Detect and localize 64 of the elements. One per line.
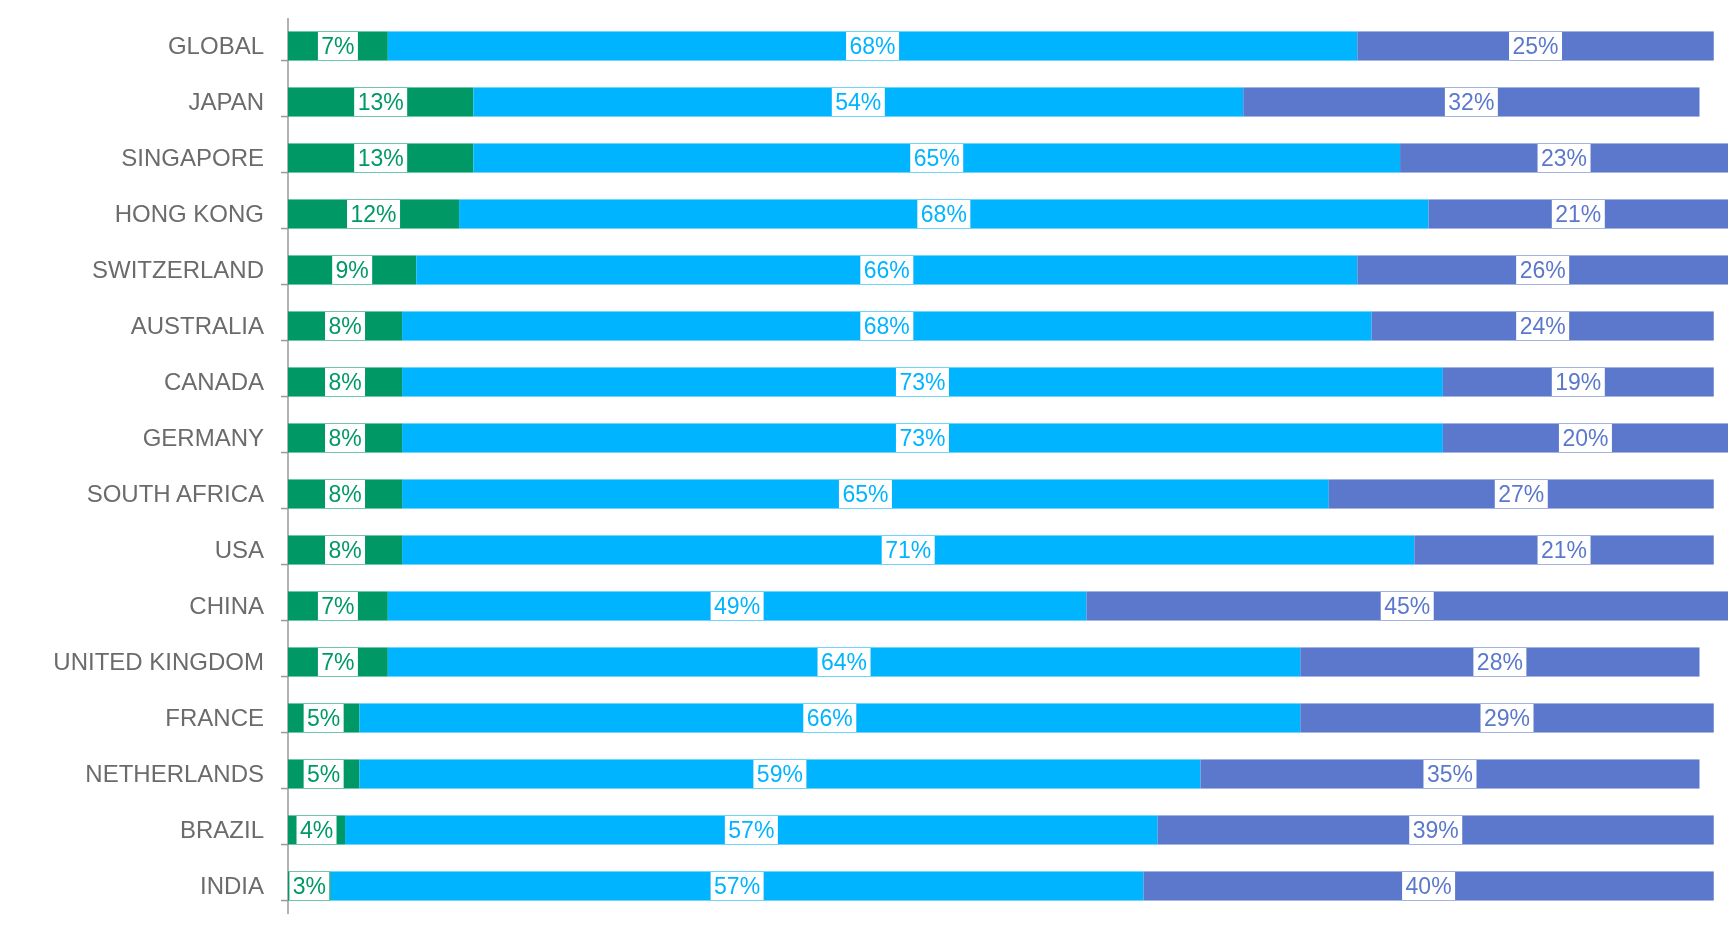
y-tick-label: BRAZIL xyxy=(179,816,264,844)
y-tick-label: INDIA xyxy=(199,872,264,900)
y-tick-label: JAPAN xyxy=(188,88,264,116)
data-label: 68% xyxy=(863,313,910,340)
data-label: 71% xyxy=(885,537,932,564)
y-tick-label: CANADA xyxy=(163,368,264,396)
data-label: 66% xyxy=(863,257,910,284)
data-label: 59% xyxy=(756,761,803,788)
data-label: 57% xyxy=(714,873,761,900)
data-label: 32% xyxy=(1448,89,1495,116)
data-label: 3% xyxy=(292,873,327,900)
data-label: 73% xyxy=(899,369,946,396)
y-tick-label: FRANCE xyxy=(165,704,264,732)
data-label: 23% xyxy=(1541,145,1588,172)
data-label: 66% xyxy=(806,705,853,732)
data-label: 65% xyxy=(842,481,889,508)
data-label: 9% xyxy=(335,257,369,284)
data-label: 4% xyxy=(299,817,334,844)
y-tick-label: GERMANY xyxy=(142,424,264,452)
data-label: 7% xyxy=(321,593,355,620)
data-label: 8% xyxy=(328,425,362,452)
data-label: 27% xyxy=(1498,481,1545,508)
y-tick-label: UNITED KINGDOM xyxy=(53,648,264,676)
data-label: 45% xyxy=(1384,593,1431,620)
data-label: 25% xyxy=(1512,33,1559,60)
data-label: 29% xyxy=(1483,705,1531,732)
y-tick-label: USA xyxy=(214,536,264,564)
data-label: 5% xyxy=(307,705,341,732)
data-label: 26% xyxy=(1519,257,1566,284)
data-label: 35% xyxy=(1426,761,1473,788)
y-tick-label: CHINA xyxy=(189,592,264,620)
data-label: 20% xyxy=(1562,425,1609,452)
data-label: 5% xyxy=(307,761,341,788)
y-tick-label: GLOBAL xyxy=(167,32,264,60)
data-label: 8% xyxy=(328,369,362,396)
data-label: 8% xyxy=(328,313,362,340)
y-tick-label: NETHERLANDS xyxy=(85,760,264,788)
data-label: 64% xyxy=(821,649,868,676)
data-label: 24% xyxy=(1519,313,1566,340)
data-label: 8% xyxy=(328,481,362,508)
data-label: 40% xyxy=(1405,873,1452,900)
data-label: 12% xyxy=(350,201,397,228)
data-label: 68% xyxy=(849,33,896,60)
data-label: 21% xyxy=(1555,201,1602,228)
y-tick-label: SWITZERLAND xyxy=(91,256,264,284)
data-label: 21% xyxy=(1541,537,1588,564)
data-label: 8% xyxy=(328,537,362,564)
y-tick-label: AUSTRALIA xyxy=(130,312,264,340)
data-label: 65% xyxy=(913,145,960,172)
data-label: 54% xyxy=(835,89,882,116)
data-label: 13% xyxy=(357,89,404,116)
data-label: 7% xyxy=(321,649,355,676)
y-tick-label: SOUTH AFRICA xyxy=(86,480,264,508)
data-label: 73% xyxy=(899,425,946,452)
y-tick-label: HONG KONG xyxy=(114,200,264,228)
data-label: 19% xyxy=(1555,369,1602,396)
data-label: 68% xyxy=(920,201,967,228)
data-label: 28% xyxy=(1476,649,1523,676)
data-label: 49% xyxy=(714,593,761,620)
data-label: 57% xyxy=(728,817,775,844)
data-label: 7% xyxy=(321,33,355,60)
data-label: 39% xyxy=(1412,817,1459,844)
data-label: 13% xyxy=(357,145,404,172)
y-tick-label: SINGAPORE xyxy=(121,144,264,172)
